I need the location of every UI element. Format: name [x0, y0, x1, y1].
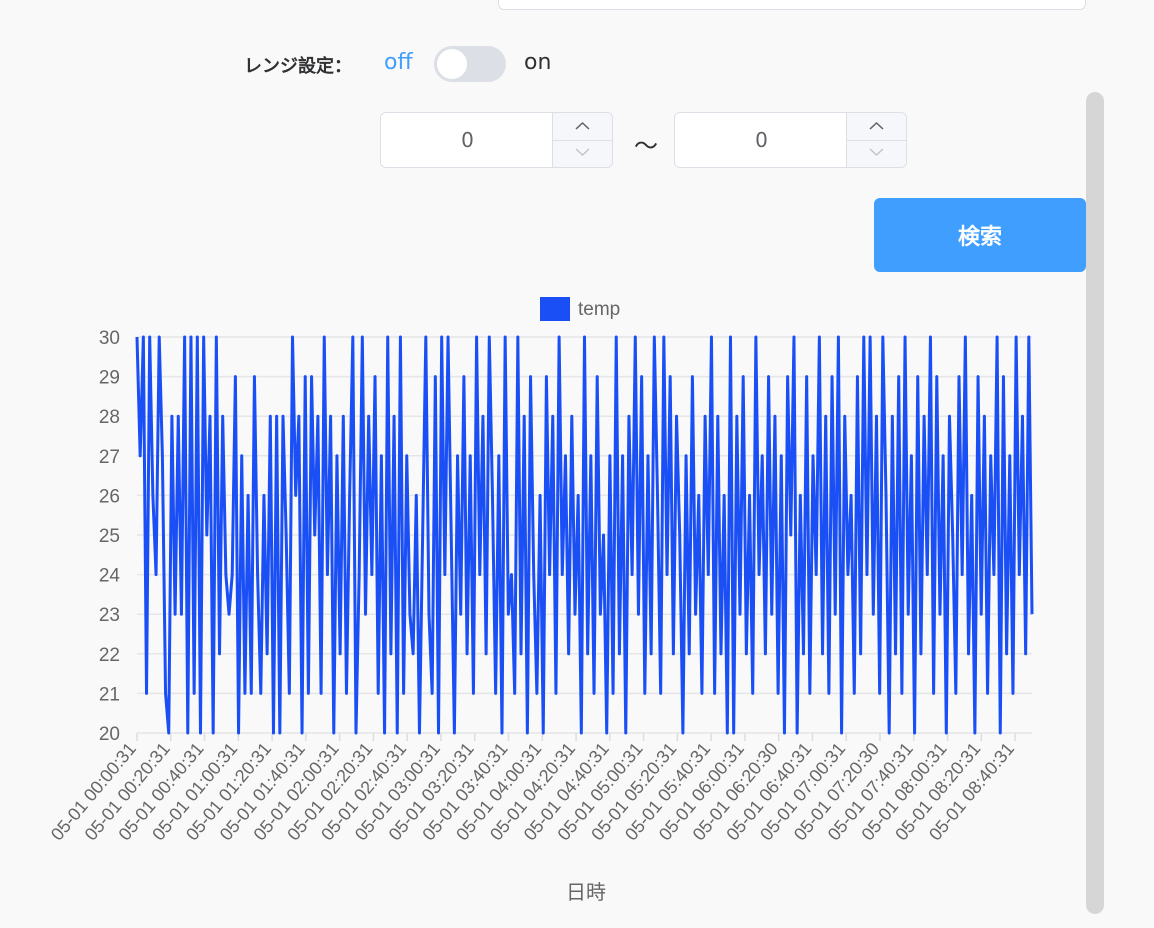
- range-min-decrease-button[interactable]: [553, 140, 612, 167]
- range-min-spin: [552, 113, 612, 167]
- y-tick-label: 27: [99, 447, 120, 468]
- y-tick-label: 28: [99, 407, 120, 428]
- y-tick-label: 23: [99, 605, 120, 626]
- range-min-stepper[interactable]: [380, 112, 613, 168]
- x-axis-label: 日時: [566, 880, 606, 904]
- range-max-increase-button[interactable]: [847, 113, 906, 141]
- chevron-up-icon: [869, 121, 884, 130]
- chevron-down-icon: [869, 148, 884, 157]
- search-button[interactable]: 検索: [874, 198, 1086, 272]
- y-tick-label: 30: [99, 328, 120, 349]
- range-max-input[interactable]: [675, 113, 848, 167]
- series-line-temp: [135, 335, 1034, 735]
- range-max-spin: [846, 113, 906, 167]
- range-max-stepper[interactable]: [674, 112, 907, 168]
- y-tick-label: 22: [99, 645, 120, 666]
- range-min-input[interactable]: [381, 113, 554, 167]
- switch-on-label: on: [524, 50, 552, 75]
- range-separator: ～: [634, 132, 658, 160]
- y-tick-label: 21: [99, 684, 120, 705]
- scrollbar-thumb[interactable]: [1086, 92, 1104, 914]
- top-input-field[interactable]: [498, 0, 1086, 10]
- range-min-increase-button[interactable]: [553, 113, 612, 141]
- switch-knob: [437, 49, 467, 79]
- range-toggle-switch[interactable]: [434, 46, 506, 82]
- range-setting-label: レンジ設定：: [244, 56, 352, 77]
- y-tick-label: 24: [99, 566, 121, 587]
- legend-label: temp: [578, 299, 620, 320]
- y-tick-label: 25: [99, 526, 120, 547]
- y-tick-label: 26: [99, 486, 120, 507]
- chevron-down-icon: [575, 148, 590, 157]
- chevron-up-icon: [575, 121, 590, 130]
- legend-swatch: [540, 297, 570, 321]
- range-max-decrease-button[interactable]: [847, 140, 906, 167]
- switch-off-label: off: [384, 50, 413, 75]
- y-tick-label: 29: [99, 368, 120, 389]
- y-tick-label: 20: [99, 724, 120, 745]
